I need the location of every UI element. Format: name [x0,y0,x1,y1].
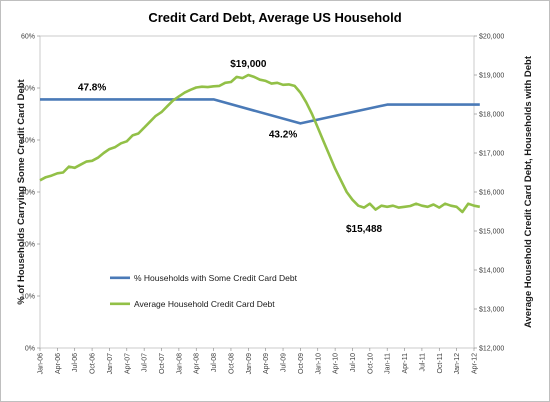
y-left-tick-label: 20% [21,242,35,249]
legend: % Households with Some Credit Card Debt A… [110,273,298,309]
x-tick-label: Apr-11 [402,353,409,374]
x-tick-label: Apr-09 [263,353,270,374]
y-right-tick-label: $17,000 [479,151,504,158]
y-right-tick-label: $20,000 [479,34,504,41]
x-tick-label: Oct-10 [367,353,374,374]
y-left-tick-label: 40% [21,138,35,145]
annotations: 47.8% 43.2% $19,000 $15,488 [78,59,383,235]
x-tick-label: Jan-06 [38,353,45,375]
x-tick-label: Oct-11 [437,353,444,374]
series-layer [39,73,481,214]
x-tick-label: Apr-08 [194,353,201,374]
legend-label-average-debt: Average Household Credit Card Debt [134,299,275,309]
series-average-debt-line [39,73,481,214]
y-axis-left-title: % of Households Carrying Some Credit Car… [16,78,27,304]
x-tick-label: Apr-10 [333,353,340,374]
x-axis: Jan-06 Apr-06 Jul-06 Oct-06 Jan-07 Apr-07 Jul-… [38,348,479,374]
x-tick-label: Oct-09 [298,353,305,374]
x-tick-label: Apr-07 [124,353,131,374]
y-right-tick-label: $14,000 [479,268,504,275]
y-right-tick-label: $13,000 [479,307,504,314]
annotation-15488: $15,488 [346,224,383,235]
x-tick-label: Jul-10 [350,353,357,372]
y-right-tick-label: $16,000 [479,190,504,197]
annotation-47-8: 47.8% [78,82,106,93]
x-tick-label: Jan-07 [107,353,114,375]
x-tick-label: Jul-11 [419,353,426,372]
y-right-tick-label: $12,000 [479,346,504,353]
x-tick-label: Jan-09 [246,353,253,375]
y-left-tick-label: 50% [21,86,35,93]
x-tick-label: Apr-12 [472,353,479,374]
x-tick-label: Jul-08 [211,353,218,372]
x-tick-label: Jan-11 [385,353,392,374]
y-right-tick-label: $18,000 [479,112,504,119]
annotation-19000: $19,000 [230,59,267,70]
y-left-tick-label: 30% [21,190,35,197]
y-left-tick-label: 60% [21,34,35,41]
x-tick-label: Jul-07 [142,353,149,372]
x-tick-label: Jul-06 [72,353,79,372]
y-right-tick-label: $15,000 [479,229,504,236]
y-axis-right: $12,000 $13,000 $14,000 $15,000 $16,000 $17,0… [474,34,504,353]
x-tick-label: Oct-08 [228,353,235,374]
x-tick-label: Jul-09 [281,353,288,372]
y-left-tick-label: 10% [21,294,35,301]
chart-title: Credit Card Debt, Average US Household [148,10,401,25]
y-axis-left: 0% 10% 20% 30% 40% 50% 60% [21,34,40,353]
series-households-with-debt-line [40,98,480,125]
y-right-tick-label: $19,000 [479,73,504,80]
annotation-43-2: 43.2% [269,129,297,140]
x-tick-label: Oct-07 [159,353,166,374]
x-tick-label: Jan-12 [454,353,461,375]
legend-label-households: % Households with Some Credit Card Debt [134,273,298,283]
y-left-tick-label: 0% [25,346,35,353]
x-tick-label: Oct-06 [90,353,97,374]
x-tick-label: Apr-06 [55,353,62,374]
x-tick-label: Jan-10 [315,353,322,375]
y-axis-right-title: Average Household Credit Card Debt, Hous… [523,55,534,328]
x-tick-label: Jan-08 [176,353,183,375]
